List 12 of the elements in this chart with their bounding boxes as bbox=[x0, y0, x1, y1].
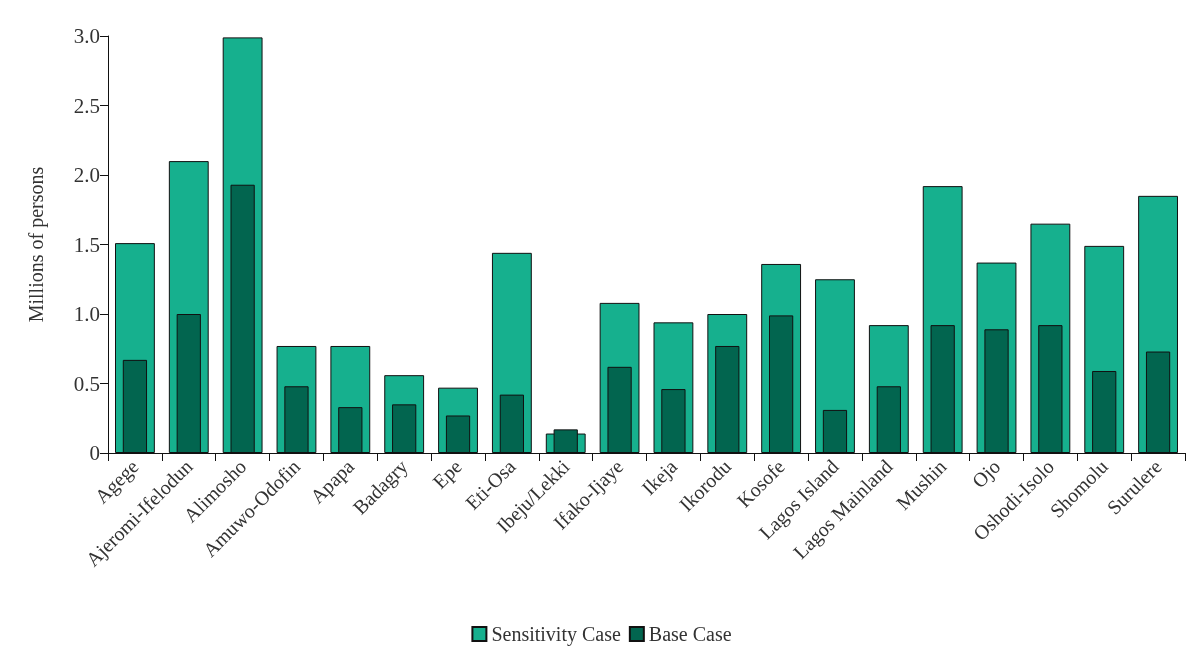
legend-label: Sensitivity Case bbox=[491, 623, 621, 646]
y-tick-label: 1.0 bbox=[73, 302, 100, 326]
legend-label: Base Case bbox=[648, 623, 732, 645]
x-tick-label: Epe bbox=[428, 455, 467, 494]
y-axis-title: Millions of persons bbox=[25, 166, 48, 323]
y-tick-label: 0 bbox=[89, 441, 100, 465]
y-tick-label: 1.5 bbox=[73, 232, 100, 257]
y-tick-label: 0.5 bbox=[73, 371, 100, 396]
y-tick-label: 2.0 bbox=[73, 163, 100, 187]
x-tick-label: Ikeja bbox=[637, 455, 682, 500]
y-tick-label: 2.5 bbox=[73, 93, 100, 118]
y-tick-label: 3.0 bbox=[73, 24, 100, 48]
